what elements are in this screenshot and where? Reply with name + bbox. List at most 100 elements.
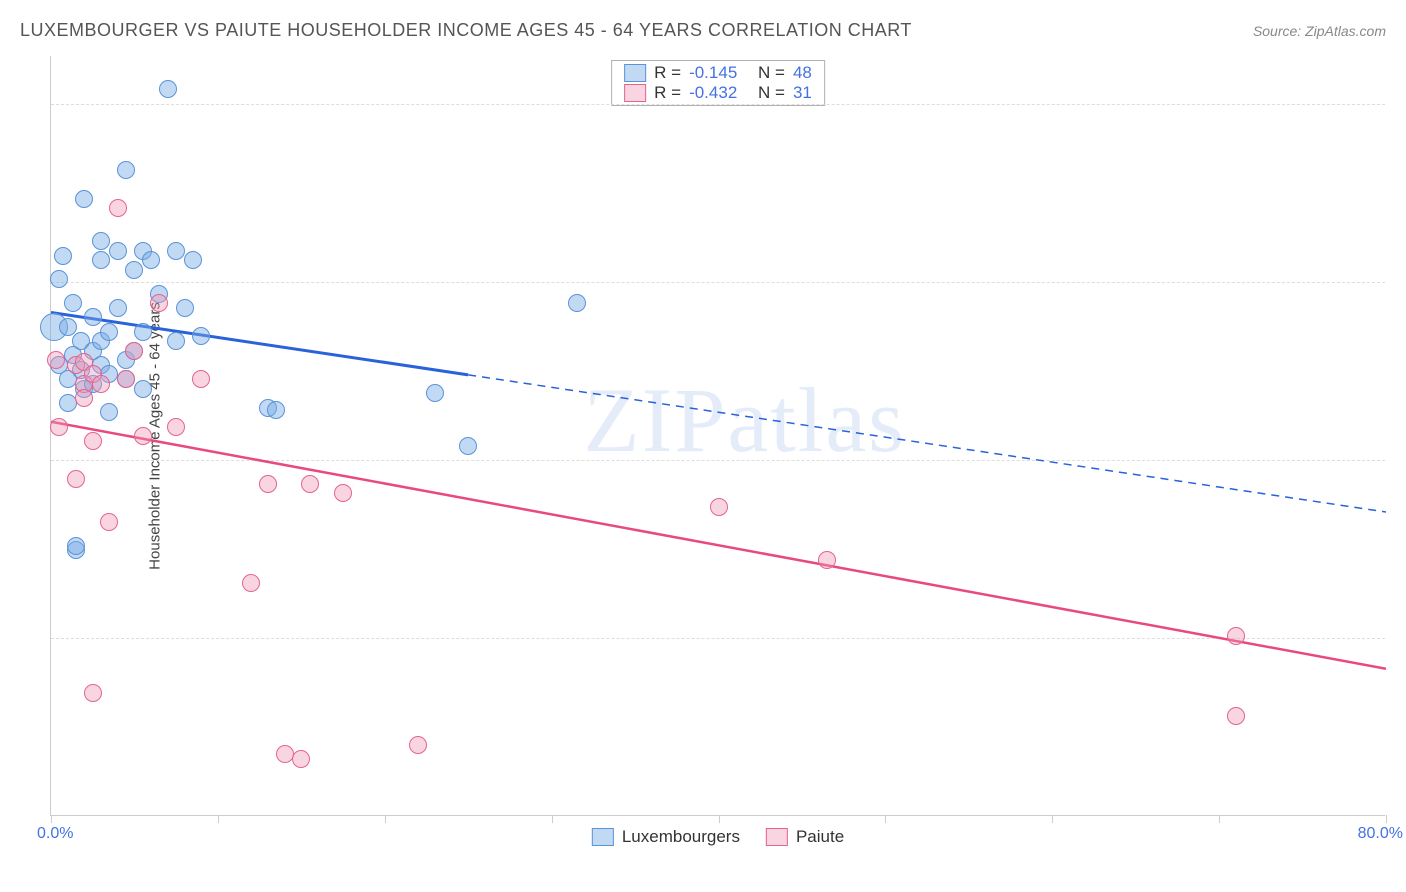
data-point: [301, 475, 319, 493]
data-point: [125, 342, 143, 360]
gridline: [51, 104, 1385, 105]
data-point: [92, 375, 110, 393]
watermark: ZIPatlas: [583, 367, 906, 473]
data-point: [1227, 627, 1245, 645]
data-point: [818, 551, 836, 569]
data-point: [142, 251, 160, 269]
regression-lines: [51, 56, 1386, 816]
data-point: [710, 498, 728, 516]
data-point: [109, 299, 127, 317]
series-legend: Luxembourgers Paiute: [592, 827, 844, 847]
data-point: [192, 327, 210, 345]
data-point: [259, 475, 277, 493]
x-tick: [552, 815, 553, 823]
gridline: [51, 638, 1385, 639]
data-point: [426, 384, 444, 402]
header: LUXEMBOURGER VS PAIUTE HOUSEHOLDER INCOM…: [20, 20, 1386, 41]
source-label: Source: ZipAtlas.com: [1253, 23, 1386, 39]
data-point: [50, 418, 68, 436]
data-point: [100, 513, 118, 531]
legend-item-paiute: Paiute: [766, 827, 844, 847]
scatter-chart: Householder Income Ages 45 - 64 years ZI…: [50, 56, 1385, 816]
data-point: [67, 537, 85, 555]
data-point: [59, 318, 77, 336]
x-axis-max: 80.0%: [1358, 825, 1403, 843]
x-tick: [719, 815, 720, 823]
data-point: [167, 332, 185, 350]
data-point: [117, 161, 135, 179]
x-axis-min: 0.0%: [37, 825, 73, 843]
data-point: [176, 299, 194, 317]
legend-item-luxembourgers: Luxembourgers: [592, 827, 740, 847]
data-point: [167, 242, 185, 260]
r-label: R =: [654, 83, 681, 103]
swatch-icon: [592, 828, 614, 846]
legend-row-luxembourgers: R = -0.145 N = 48: [624, 63, 812, 83]
data-point: [75, 190, 93, 208]
data-point: [109, 199, 127, 217]
x-tick: [218, 815, 219, 823]
gridline: [51, 282, 1385, 283]
data-point: [409, 736, 427, 754]
correlation-legend: R = -0.145 N = 48 R = -0.432 N = 31: [611, 60, 825, 106]
x-tick: [51, 815, 52, 823]
data-point: [292, 750, 310, 768]
data-point: [334, 484, 352, 502]
x-tick: [1386, 815, 1387, 823]
data-point: [67, 470, 85, 488]
data-point: [159, 80, 177, 98]
data-point: [84, 684, 102, 702]
data-point: [134, 380, 152, 398]
data-point: [84, 432, 102, 450]
data-point: [54, 247, 72, 265]
data-point: [100, 403, 118, 421]
y-tick-label: $37,500: [1393, 629, 1406, 647]
data-point: [167, 418, 185, 436]
data-point: [134, 427, 152, 445]
data-point: [125, 261, 143, 279]
gridline: [51, 460, 1385, 461]
chart-title: LUXEMBOURGER VS PAIUTE HOUSEHOLDER INCOM…: [20, 20, 912, 41]
r-value: -0.145: [689, 63, 737, 83]
y-tick-label: $150,000: [1393, 95, 1406, 113]
x-tick: [1052, 815, 1053, 823]
swatch-icon: [766, 828, 788, 846]
data-point: [92, 232, 110, 250]
n-label: N =: [758, 63, 785, 83]
data-point: [1227, 707, 1245, 725]
data-point: [192, 370, 210, 388]
data-point: [150, 294, 168, 312]
y-tick-label: $112,500: [1393, 273, 1406, 291]
y-tick-label: $75,000: [1393, 451, 1406, 469]
data-point: [184, 251, 202, 269]
data-point: [568, 294, 586, 312]
n-value: 48: [793, 63, 812, 83]
data-point: [75, 389, 93, 407]
data-point: [100, 323, 118, 341]
data-point: [267, 401, 285, 419]
swatch-icon: [624, 84, 646, 102]
n-label: N =: [758, 83, 785, 103]
data-point: [134, 323, 152, 341]
swatch-icon: [624, 64, 646, 82]
data-point: [109, 242, 127, 260]
data-point: [276, 745, 294, 763]
r-label: R =: [654, 63, 681, 83]
data-point: [117, 370, 135, 388]
x-tick: [885, 815, 886, 823]
x-tick: [385, 815, 386, 823]
legend-row-paiute: R = -0.432 N = 31: [624, 83, 812, 103]
data-point: [59, 394, 77, 412]
n-value: 31: [793, 83, 812, 103]
data-point: [47, 351, 65, 369]
data-point: [92, 251, 110, 269]
series-name: Luxembourgers: [622, 827, 740, 847]
data-point: [242, 574, 260, 592]
data-point: [84, 308, 102, 326]
series-name: Paiute: [796, 827, 844, 847]
data-point: [64, 294, 82, 312]
x-tick: [1219, 815, 1220, 823]
data-point: [459, 437, 477, 455]
data-point: [50, 270, 68, 288]
r-value: -0.432: [689, 83, 737, 103]
